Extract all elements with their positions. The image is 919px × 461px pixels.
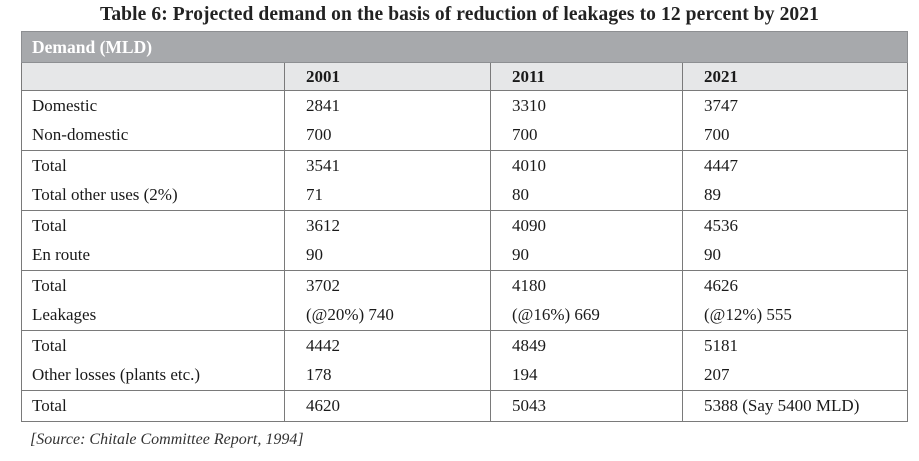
header-band: Demand (MLD) <box>21 31 908 63</box>
row-label: Total other uses (2%) <box>21 180 285 211</box>
row-label: Total <box>21 330 285 361</box>
cell-2001: 2841 <box>284 90 491 121</box>
cell-2011: 3310 <box>490 90 683 121</box>
cell-2021: 89 <box>682 180 908 211</box>
cell-2021: 4536 <box>682 210 908 241</box>
cell-2021: 5181 <box>682 330 908 361</box>
cell-2021: 207 <box>682 360 908 391</box>
cell-2011: 4010 <box>490 150 683 181</box>
demand-table: Demand (MLD) 2001 2011 2021 Domestic 2841… <box>21 31 908 422</box>
table-row: Non-domestic 700 700 700 <box>21 120 908 151</box>
cell-2021: 5388 (Say 5400 MLD) <box>682 390 908 422</box>
cell-2001: 71 <box>284 180 491 211</box>
cell-2021: 90 <box>682 240 908 271</box>
cell-2021: 4447 <box>682 150 908 181</box>
cell-2001: 3702 <box>284 270 491 301</box>
table-row: En route 90 90 90 <box>21 240 908 271</box>
cell-2011: 194 <box>490 360 683 391</box>
row-label: Other losses (plants etc.) <box>21 360 285 391</box>
table-body: Domestic 2841 3310 3747 Non-domestic 700 700 70… <box>21 90 908 422</box>
row-label: Non-domestic <box>21 120 285 151</box>
row-label: En route <box>21 240 285 271</box>
table-row: Total 3612 4090 4536 <box>21 210 908 241</box>
cell-2011: 90 <box>490 240 683 271</box>
cell-2011: (@16%) 669 <box>490 300 683 331</box>
cell-2011: 4090 <box>490 210 683 241</box>
row-label: Total <box>21 150 285 181</box>
cell-2011: 4849 <box>490 330 683 361</box>
row-label: Domestic <box>21 90 285 121</box>
cell-2001: 700 <box>284 120 491 151</box>
table-row: Total 3702 4180 4626 <box>21 270 908 301</box>
cell-2021: 4626 <box>682 270 908 301</box>
cell-2011: 80 <box>490 180 683 211</box>
year-header-2001: 2001 <box>284 62 491 91</box>
table-row: Total other uses (2%) 71 80 89 <box>21 180 908 211</box>
year-header-blank <box>21 62 285 91</box>
header-band-row: Demand (MLD) <box>21 31 908 63</box>
table-row: Other losses (plants etc.) 178 194 207 <box>21 360 908 391</box>
cell-2001: 4620 <box>284 390 491 422</box>
cell-2021: (@12%) 555 <box>682 300 908 331</box>
cell-2001: 4442 <box>284 330 491 361</box>
cell-2001: 178 <box>284 360 491 391</box>
table-row: Total 3541 4010 4447 <box>21 150 908 181</box>
cell-2001: 90 <box>284 240 491 271</box>
cell-2021: 3747 <box>682 90 908 121</box>
table-row: Total 4442 4849 5181 <box>21 330 908 361</box>
table-row: Total 4620 5043 5388 (Say 5400 MLD) <box>21 390 908 422</box>
row-label: Total <box>21 270 285 301</box>
cell-2011: 700 <box>490 120 683 151</box>
year-header-2011: 2011 <box>490 62 683 91</box>
cell-2011: 4180 <box>490 270 683 301</box>
table-row: Domestic 2841 3310 3747 <box>21 90 908 121</box>
year-header-row: 2001 2011 2021 <box>21 62 908 91</box>
row-label: Total <box>21 210 285 241</box>
cell-2011: 5043 <box>490 390 683 422</box>
cell-2021: 700 <box>682 120 908 151</box>
source-note: [Source: Chitale Committee Report, 1994] <box>30 431 304 448</box>
cell-2001: 3612 <box>284 210 491 241</box>
cell-2001: 3541 <box>284 150 491 181</box>
year-header-2021: 2021 <box>682 62 908 91</box>
cell-2001: (@20%) 740 <box>284 300 491 331</box>
row-label: Total <box>21 390 285 422</box>
table-row: Leakages (@20%) 740 (@16%) 669 (@12%) 555 <box>21 300 908 331</box>
table-title: Table 6: Projected demand on the basis o… <box>100 4 819 25</box>
row-label: Leakages <box>21 300 285 331</box>
